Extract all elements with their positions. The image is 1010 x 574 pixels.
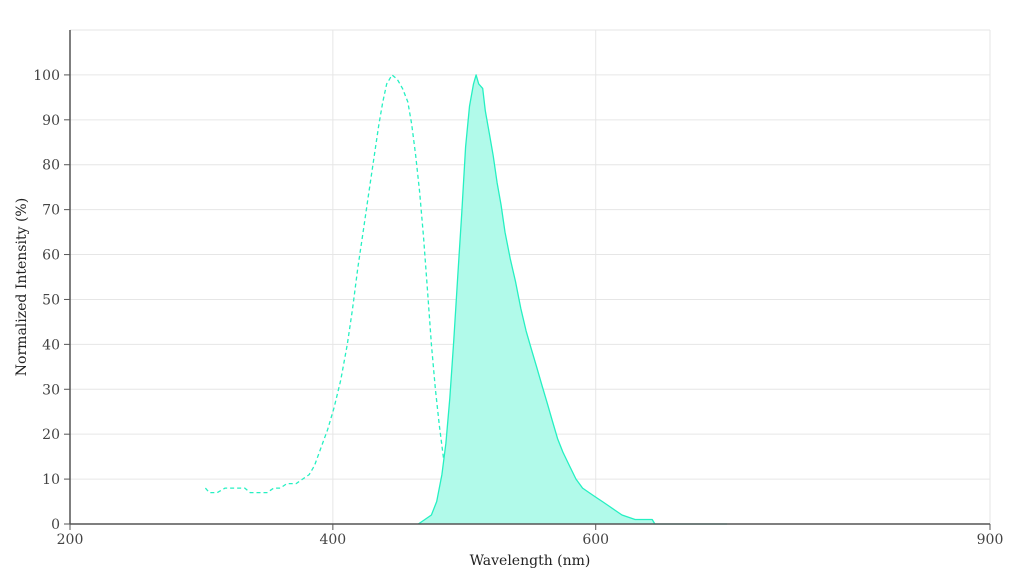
y-tick-label: 90	[42, 113, 60, 129]
x-tick-label: 400	[319, 532, 346, 548]
y-tick-label: 0	[51, 517, 60, 533]
y-tick-label: 50	[42, 292, 60, 308]
y-tick-label: 80	[42, 158, 60, 174]
y-tick-label: 70	[42, 203, 60, 219]
y-tick-label: 60	[42, 248, 60, 264]
series-1-line	[204, 74, 452, 525]
axes: 0 10 20 30 40 50 60 70 80 90 100 200 400 600 900	[33, 30, 1003, 548]
grid	[70, 29, 991, 524]
y-axis-title: Normalized Intensity (%)	[14, 198, 30, 376]
x-tick-label: 600	[582, 532, 609, 548]
x-tick-label: 200	[57, 532, 84, 548]
series-2-line	[417, 74, 728, 525]
series-layer	[204, 74, 728, 525]
y-tick-label: 20	[42, 427, 60, 443]
x-axis-title: Wavelength (nm)	[470, 553, 591, 569]
y-tick-label: 40	[42, 337, 60, 353]
series-2-area	[418, 74, 728, 525]
y-tick-label: 30	[42, 382, 60, 398]
y-tick-label: 10	[42, 472, 60, 488]
x-tick-label: 900	[977, 532, 1004, 548]
y-tick-label: 100	[33, 68, 60, 84]
